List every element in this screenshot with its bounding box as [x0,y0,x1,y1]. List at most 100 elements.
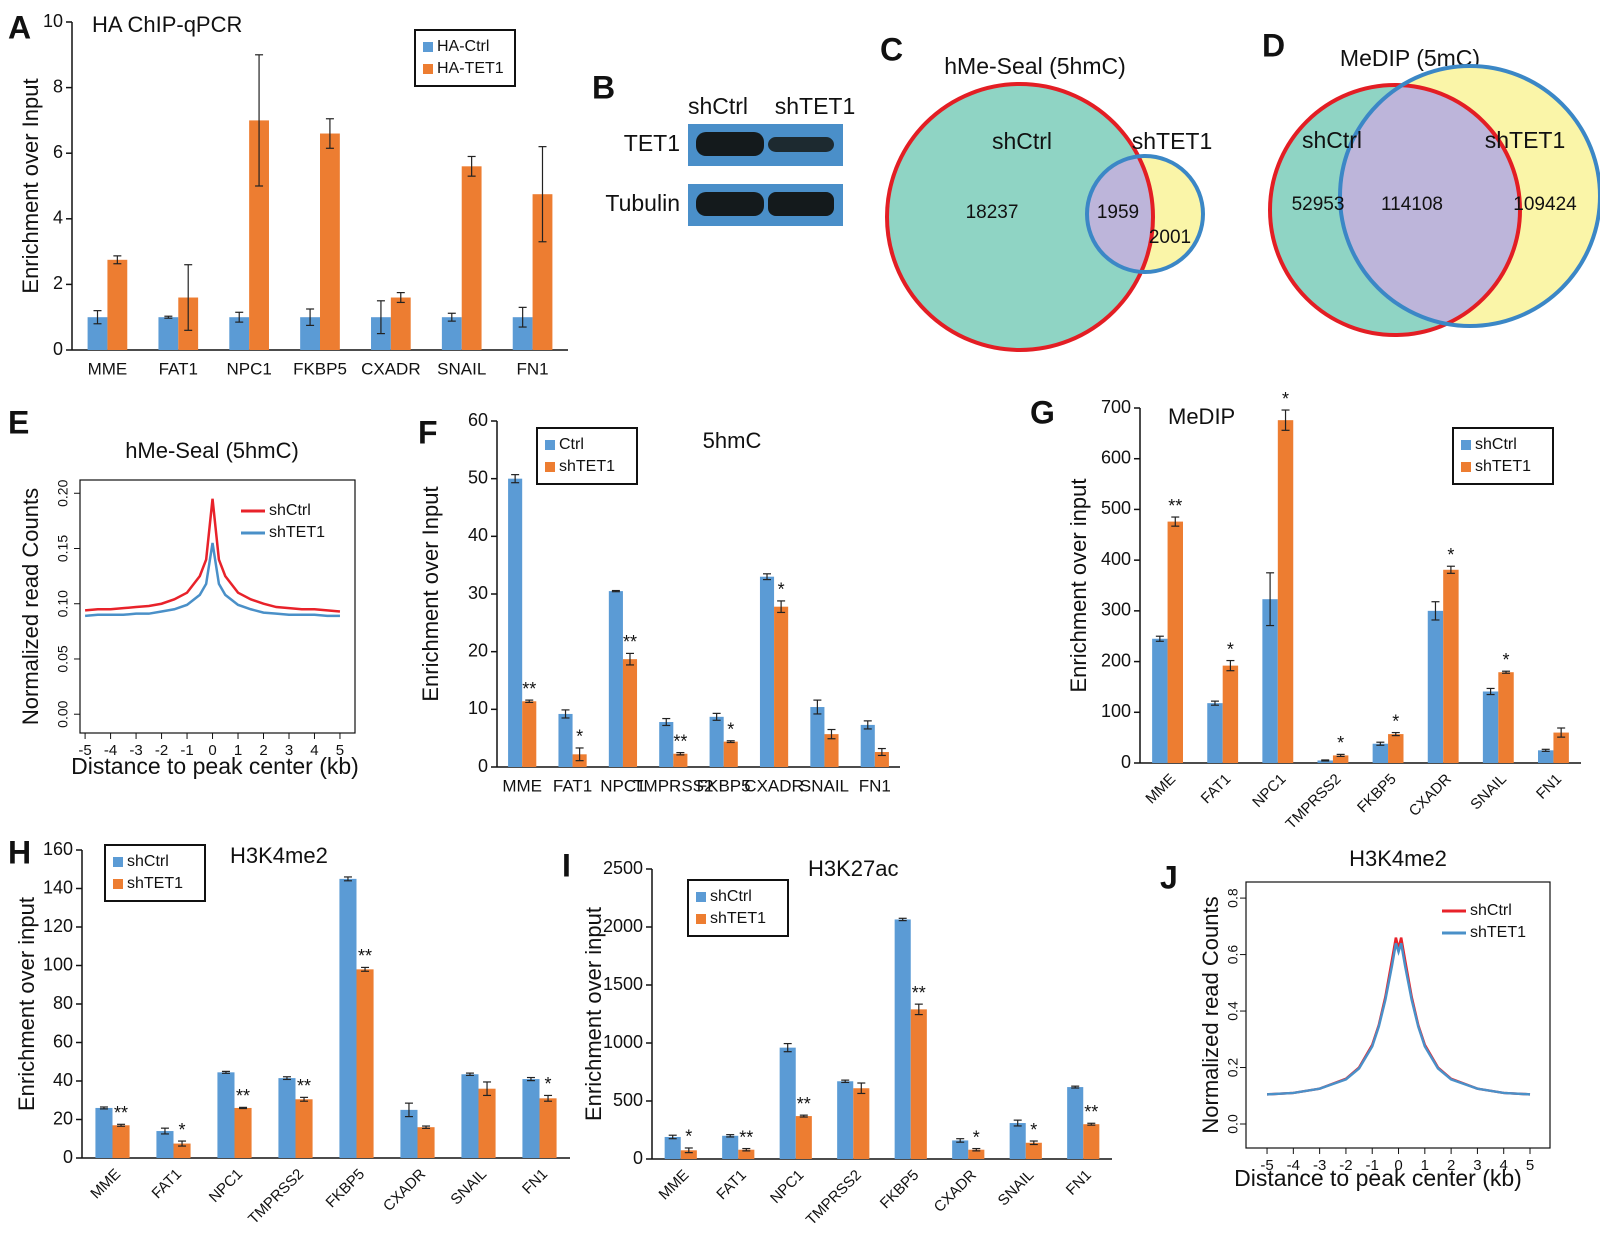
region-count: 18237 [966,202,1019,223]
bar [522,701,537,767]
y-tick-label: 40 [53,1070,73,1090]
bar [1067,1087,1084,1159]
series-line [84,542,340,618]
bar [461,1074,479,1158]
bar [558,713,573,767]
y-tick-label: 0.8 [1225,888,1241,908]
y-tick-label: 0.15 [55,535,71,562]
bar [234,1107,252,1158]
significance-label: * [973,1127,980,1147]
bar [356,969,374,1158]
x-tick-label: -4 [104,742,117,759]
significance-label: * [1030,1120,1037,1140]
error-bar [518,306,527,328]
x-tick-label: 3 [285,742,293,759]
bar [156,1131,174,1158]
significance-label: * [576,727,583,747]
error-bar [99,1106,108,1110]
plot-frame [79,479,356,734]
y-tick-label: 4 [53,208,63,228]
bar [112,1125,130,1158]
overlap-region [1087,156,1153,272]
y-axis-label: Enrichment over input [1066,479,1091,693]
error-bar [857,1082,866,1095]
y-tick-label: 0 [1121,752,1131,772]
panel-letter: B [592,69,615,105]
error-bar [914,1003,923,1016]
error-bar [726,740,735,744]
error-bar [956,1138,965,1143]
y-tick-label: 20 [53,1108,73,1128]
bar [774,606,789,767]
error-bar [877,747,886,757]
error-bar [306,308,315,326]
x-tick-label: CXADR [744,776,804,795]
x-tick-label: NPC1 [767,1167,807,1207]
significance-label: ** [797,1094,811,1114]
y-tick-label: 0.20 [55,479,71,506]
bar [860,724,875,767]
x-tick-label: SNAIL [1467,771,1510,814]
bar [512,317,533,350]
x-tick-label: SNAIL [447,1166,490,1209]
x-tick-label: CXADR [361,359,421,378]
y-tick-label: 10 [468,698,488,718]
y-axis-label: Enrichment over Input [418,486,443,701]
bar [673,753,688,767]
x-tick-label: -4 [1287,1157,1300,1174]
bar [1317,760,1333,763]
bar [1443,569,1459,763]
error-bar [1557,727,1566,738]
legend-swatch [696,914,706,924]
error-bar [361,966,370,972]
significance-label: ** [739,1127,753,1147]
x-tick-label: FAT1 [1198,771,1235,808]
y-tick-label: 6 [53,142,63,162]
error-bar [662,717,671,727]
x-axis-label: Distance to peak center (kb) [1234,1165,1522,1191]
error-bar [396,292,405,304]
legend-swatch [1461,440,1471,450]
bar [1262,599,1278,763]
panel-letter: G [1030,394,1055,430]
error-bar [684,1147,693,1154]
x-tick-label: FAT1 [149,1166,186,1203]
bar [173,1143,191,1158]
legend-swatch [423,64,433,74]
y-tick-label: 400 [1101,549,1131,569]
bar [952,1140,969,1159]
error-bar [1376,741,1385,746]
error-bar [376,300,385,335]
y-axis-label: Normalized read Counts [18,488,43,725]
bar [1083,1124,1100,1159]
error-bar [863,720,872,730]
y-tick-label: 0.6 [1225,945,1241,965]
blot-band [768,137,834,152]
significance-label: ** [236,1086,250,1106]
error-bar [1321,759,1330,762]
y-tick-label: 10 [43,11,63,31]
error-bar [184,264,193,331]
x-tick-label: CXADR [380,1166,429,1215]
significance-label: ** [522,679,536,699]
error-bar [235,311,244,323]
set-outline [1338,64,1600,328]
y-tick-label: 0.10 [55,590,71,617]
chart-title: hMe-Seal (5hmC) [125,438,299,463]
error-bar [841,1079,850,1084]
x-tick-label: MME [502,776,542,795]
bar [810,707,825,767]
legend-swatch [113,879,123,889]
legend-label: shTET1 [127,875,183,892]
bar [779,1047,796,1159]
significance-label: * [545,1074,552,1094]
x-tick-label: -2 [155,742,168,759]
y-tick-label: 0.4 [1225,1001,1241,1021]
set-circle [887,84,1153,350]
lane-label: shTET1 [775,93,856,119]
y-tick-label: 120 [43,916,73,936]
x-tick-label: MME [87,1166,124,1203]
error-bar [447,312,456,322]
